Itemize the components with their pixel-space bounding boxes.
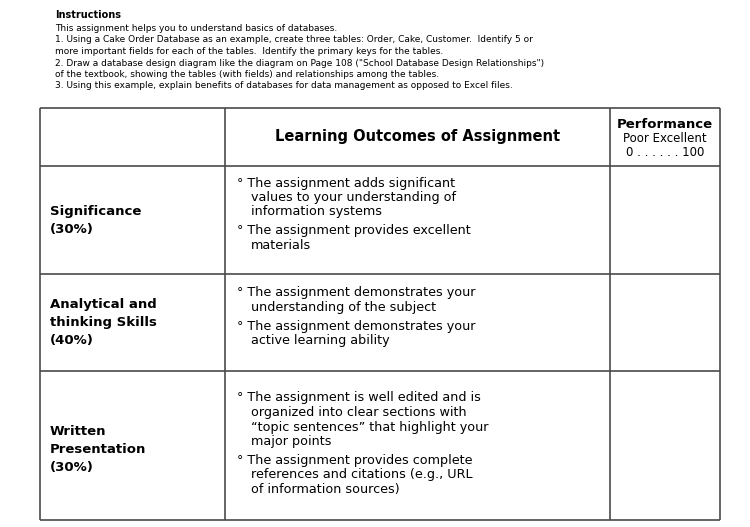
Text: references and citations (e.g., URL: references and citations (e.g., URL xyxy=(251,469,472,481)
Text: 1. Using a Cake Order Database as an example, create three tables: Order, Cake, : 1. Using a Cake Order Database as an exa… xyxy=(55,35,532,44)
Text: materials: materials xyxy=(251,239,311,252)
Text: ° The assignment demonstrates your: ° The assignment demonstrates your xyxy=(237,286,476,299)
Text: understanding of the subject: understanding of the subject xyxy=(251,301,436,314)
Text: active learning ability: active learning ability xyxy=(251,334,390,347)
Text: ° The assignment provides complete: ° The assignment provides complete xyxy=(237,454,472,467)
Text: 2. Draw a database design diagram like the diagram on Page 108 ("School Database: 2. Draw a database design diagram like t… xyxy=(55,58,544,67)
Text: Learning Outcomes of Assignment: Learning Outcomes of Assignment xyxy=(275,130,560,144)
Text: Significance
(30%): Significance (30%) xyxy=(50,204,141,236)
Text: 3. Using this example, explain benefits of databases for data management as oppo: 3. Using this example, explain benefits … xyxy=(55,82,513,91)
Text: major points: major points xyxy=(251,435,332,448)
Text: organized into clear sections with: organized into clear sections with xyxy=(251,406,466,419)
Text: Written
Presentation
(30%): Written Presentation (30%) xyxy=(50,425,146,474)
Text: ° The assignment adds significant: ° The assignment adds significant xyxy=(237,177,455,190)
Text: Instructions: Instructions xyxy=(55,10,121,20)
Text: values to your understanding of: values to your understanding of xyxy=(251,191,456,204)
Text: Analytical and
thinking Skills
(40%): Analytical and thinking Skills (40%) xyxy=(50,298,157,347)
Text: “topic sentences” that highlight your: “topic sentences” that highlight your xyxy=(251,421,488,434)
Text: information systems: information systems xyxy=(251,206,382,219)
Text: ° The assignment demonstrates your: ° The assignment demonstrates your xyxy=(237,319,476,333)
Text: of information sources): of information sources) xyxy=(251,483,400,496)
Text: ° The assignment is well edited and is: ° The assignment is well edited and is xyxy=(237,392,481,405)
Text: ° The assignment provides excellent: ° The assignment provides excellent xyxy=(237,225,471,237)
Text: Poor Excellent: Poor Excellent xyxy=(623,132,706,145)
Text: Performance: Performance xyxy=(617,118,713,131)
Text: more important fields for each of the tables.  Identify the primary keys for the: more important fields for each of the ta… xyxy=(55,47,443,56)
Text: This assignment helps you to understand basics of databases.: This assignment helps you to understand … xyxy=(55,24,338,33)
Text: of the textbook, showing the tables (with fields) and relationships among the ta: of the textbook, showing the tables (wit… xyxy=(55,70,440,79)
Text: 0 . . . . . . 100: 0 . . . . . . 100 xyxy=(626,146,704,159)
